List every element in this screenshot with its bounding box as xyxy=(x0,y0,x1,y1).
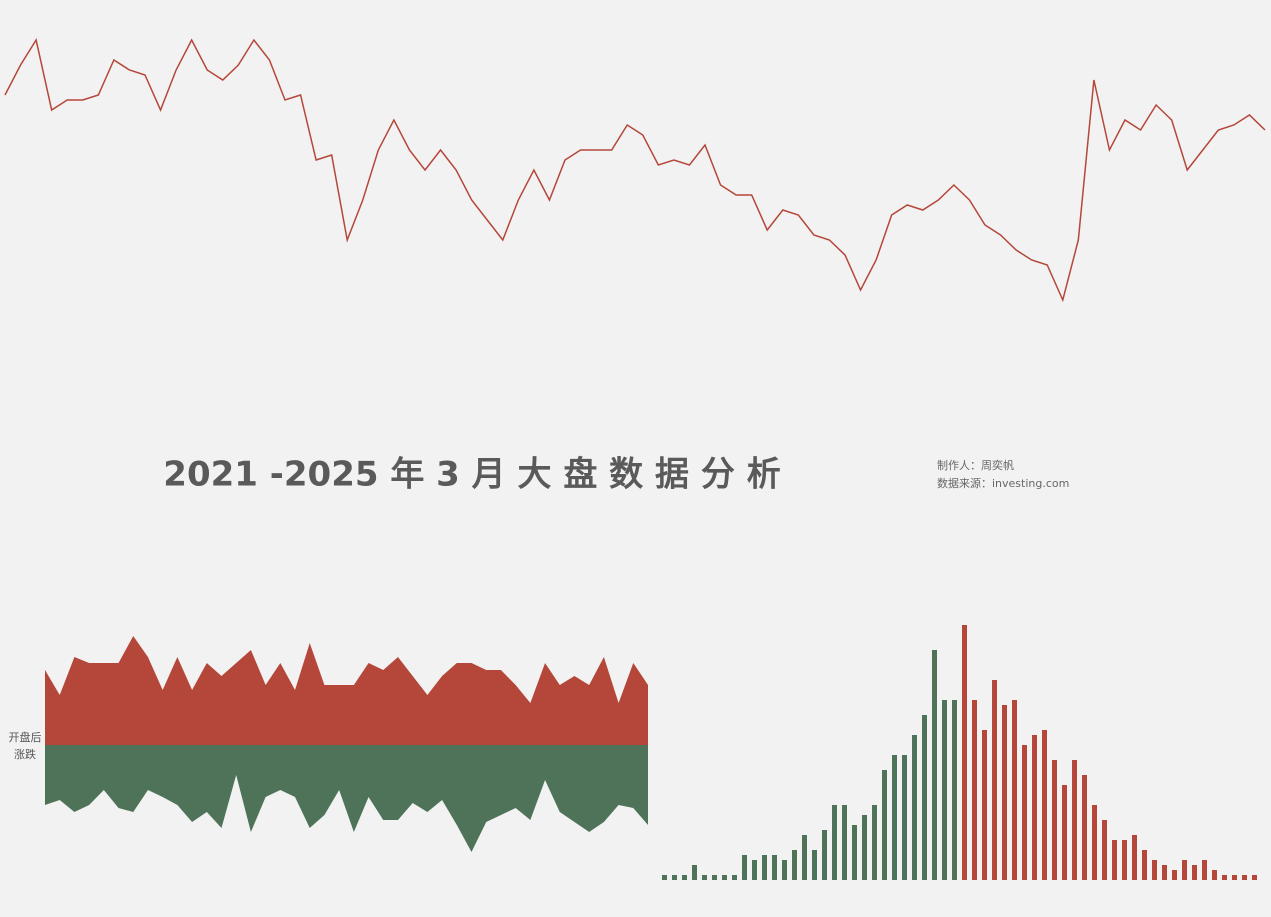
bar xyxy=(912,735,917,880)
bar xyxy=(1112,840,1117,880)
bar xyxy=(1052,760,1057,880)
bar xyxy=(662,875,667,880)
area xyxy=(45,636,648,745)
axis-label: 涨跌 xyxy=(14,747,36,761)
bar xyxy=(952,700,957,880)
bar xyxy=(872,805,877,880)
bar xyxy=(1062,785,1067,880)
bar xyxy=(1122,840,1127,880)
bar xyxy=(932,650,937,880)
bar xyxy=(1222,875,1227,880)
bar xyxy=(1082,775,1087,880)
bar xyxy=(1232,875,1237,880)
bar xyxy=(922,715,927,880)
bar xyxy=(1102,820,1107,880)
bar xyxy=(702,875,707,880)
price-line xyxy=(4,38,1266,303)
bar xyxy=(812,850,817,880)
bar xyxy=(1012,700,1017,880)
bar xyxy=(882,770,887,880)
bar xyxy=(782,860,787,880)
bar xyxy=(1132,835,1137,880)
source: 数据来源：investing.com xyxy=(937,476,1069,490)
bar xyxy=(762,855,767,880)
area xyxy=(45,745,648,852)
bar xyxy=(1042,730,1047,880)
bar xyxy=(1142,850,1147,880)
bar xyxy=(862,815,867,880)
bar xyxy=(1172,870,1177,880)
bar xyxy=(1022,745,1027,880)
bar xyxy=(752,860,757,880)
bar xyxy=(942,700,947,880)
bar xyxy=(962,625,967,880)
bar xyxy=(982,730,987,880)
bar xyxy=(682,875,687,880)
bar xyxy=(672,875,677,880)
bar xyxy=(742,855,747,880)
bar xyxy=(1092,805,1097,880)
bar xyxy=(892,755,897,880)
bar xyxy=(1242,875,1247,880)
bar xyxy=(1212,870,1217,880)
bar xyxy=(902,755,907,880)
bar xyxy=(972,700,977,880)
bar xyxy=(722,875,727,880)
bar xyxy=(1192,865,1197,880)
bar xyxy=(1252,875,1257,880)
bar xyxy=(1002,705,1007,880)
bar xyxy=(692,865,697,880)
author: 制作人：周奕帆 xyxy=(937,458,1014,472)
bar xyxy=(1032,735,1037,880)
bar xyxy=(822,830,827,880)
axis-label: 开盘后 xyxy=(9,730,42,744)
page-title: 2021 -2025 年 3 月 大 盘 数 据 分 析 xyxy=(163,455,780,495)
bar xyxy=(832,805,837,880)
bar xyxy=(1072,760,1077,880)
bar xyxy=(1152,860,1157,880)
bar xyxy=(1182,860,1187,880)
bar xyxy=(842,805,847,880)
bar xyxy=(1162,865,1167,880)
bar xyxy=(1202,860,1207,880)
bar xyxy=(992,680,997,880)
bar xyxy=(852,825,857,880)
bar xyxy=(792,850,797,880)
bar xyxy=(772,855,777,880)
bar xyxy=(712,875,717,880)
bar xyxy=(802,835,807,880)
bar xyxy=(732,875,737,880)
